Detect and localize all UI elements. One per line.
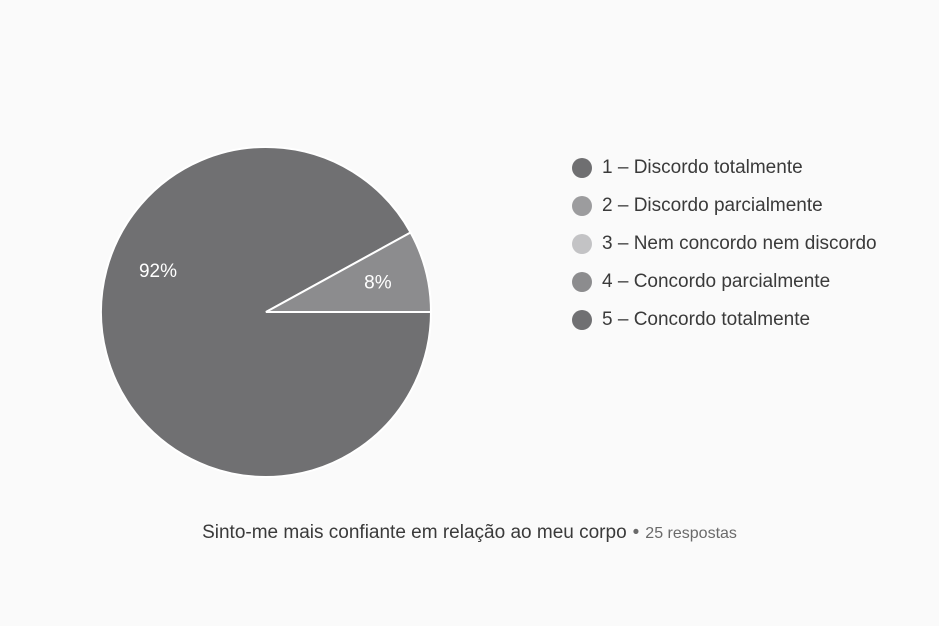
legend-swatch-5	[572, 310, 592, 330]
legend-item-4: 4 – Concordo parcialmente	[572, 263, 877, 301]
response-count: 25 respostas	[645, 525, 737, 542]
legend-item-1: 1 – Discordo totalmente	[572, 149, 877, 187]
legend: 1 – Discordo totalmente 2 – Discordo parc…	[572, 149, 877, 339]
legend-swatch-4	[572, 272, 592, 292]
legend-item-2: 2 – Discordo parcialmente	[572, 187, 877, 225]
legend-swatch-2	[572, 196, 592, 216]
question-title: Sinto-me mais confiante em relação ao me…	[202, 522, 627, 543]
legend-label-2: 2 – Discordo parcialmente	[602, 195, 823, 216]
legend-label-5: 5 – Concordo totalmente	[602, 309, 811, 330]
legend-item-3: 3 – Nem concordo nem discordo	[572, 225, 877, 263]
legend-label-3: 3 – Nem concordo nem discordo	[602, 233, 877, 254]
pie-slice-4	[265, 231, 433, 313]
legend-item-5: 5 – Concordo totalmente	[572, 301, 877, 339]
chart-caption: Sinto-me mais confiante em relação ao me…	[0, 522, 939, 544]
caption-separator: •	[632, 522, 640, 543]
slice-label-5: 92%	[139, 261, 177, 282]
legend-label-1: 1 – Discordo totalmente	[602, 157, 803, 178]
legend-swatch-3	[572, 234, 592, 254]
legend-swatch-1	[572, 158, 592, 178]
slice-label-4: 8%	[364, 272, 392, 293]
legend-label-4: 4 – Concordo parcialmente	[602, 271, 831, 292]
